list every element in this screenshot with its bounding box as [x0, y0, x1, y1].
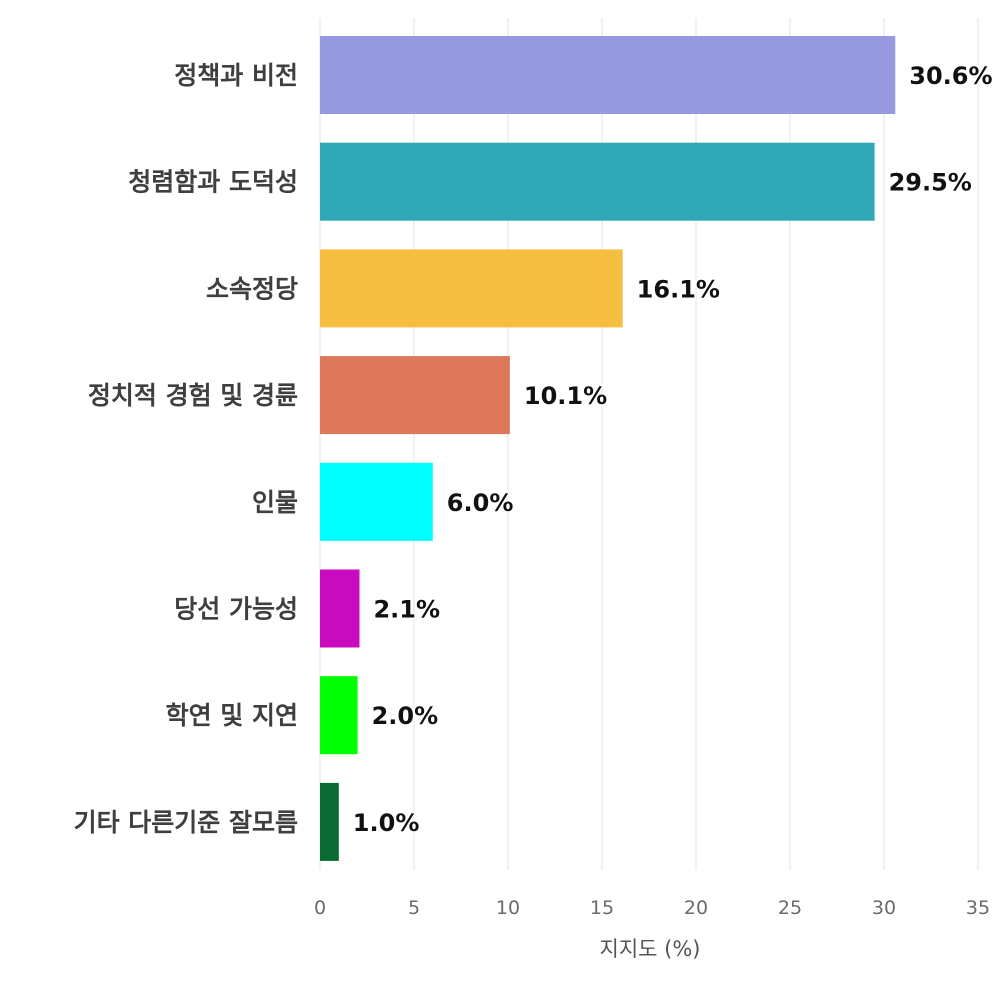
x-tick-label: 0 — [314, 897, 326, 919]
category-label: 청렴함과 도덕성 — [128, 168, 298, 197]
bar — [320, 142, 875, 221]
bar — [320, 676, 358, 755]
x-tick-label: 10 — [496, 897, 520, 919]
data-label: 30.6% — [909, 62, 992, 90]
bar — [320, 36, 896, 114]
x-tick-label: 15 — [590, 897, 614, 919]
category-label: 정치적 경험 및 경륜 — [88, 381, 298, 410]
data-label: 2.0% — [372, 702, 439, 730]
category-label: 기타 다른기준 잘모름 — [74, 808, 298, 837]
x-tick-label: 25 — [778, 897, 802, 919]
x-tick-label: 30 — [872, 897, 896, 919]
x-tick-label: 20 — [684, 897, 708, 919]
category-label: 정책과 비전 — [174, 61, 298, 90]
bar — [320, 462, 433, 541]
data-label: 10.1% — [524, 382, 607, 410]
x-axis-ticks: 0 5 10 15 20 25 30 35 — [314, 897, 990, 919]
bar — [320, 569, 360, 648]
bar — [320, 249, 623, 328]
data-label: 1.0% — [353, 809, 420, 837]
data-label: 29.5% — [889, 169, 972, 197]
category-label: 인물 — [252, 488, 298, 517]
data-label: 16.1% — [637, 275, 720, 303]
x-tick-label: 5 — [408, 897, 420, 919]
bar — [320, 782, 339, 861]
category-label: 소속정당 — [206, 274, 298, 303]
x-axis-title: 지지도 (%) — [600, 937, 701, 961]
data-label: 2.1% — [373, 596, 440, 624]
bars: 정책과 비전 30.6% 청렴함과 도덕성 29.5% 소속정당 16.1% 정치적 경험 … — [74, 36, 994, 861]
bar — [320, 356, 510, 435]
data-label: 6.0% — [447, 489, 514, 517]
x-tick-label: 35 — [966, 897, 990, 919]
category-label: 당선 가능성 — [174, 595, 298, 624]
category-label: 학연 및 지연 — [166, 701, 298, 730]
